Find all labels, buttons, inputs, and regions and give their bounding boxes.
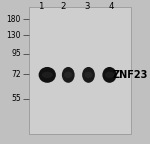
Ellipse shape [84, 72, 93, 78]
Text: 3: 3 [84, 2, 90, 11]
Ellipse shape [42, 72, 53, 78]
Text: 55: 55 [11, 94, 21, 103]
Text: 1: 1 [38, 2, 43, 11]
Text: 72: 72 [11, 70, 21, 79]
Text: 130: 130 [6, 31, 21, 40]
Ellipse shape [102, 67, 117, 83]
FancyBboxPatch shape [28, 7, 130, 134]
Text: 180: 180 [7, 15, 21, 24]
Ellipse shape [62, 67, 75, 83]
Ellipse shape [39, 67, 56, 83]
Text: 4: 4 [108, 2, 114, 11]
Ellipse shape [105, 72, 114, 78]
Ellipse shape [82, 67, 95, 83]
Ellipse shape [64, 72, 72, 78]
Text: 2: 2 [60, 2, 66, 11]
Text: 95: 95 [11, 50, 21, 58]
Text: ZNF23: ZNF23 [112, 70, 148, 80]
